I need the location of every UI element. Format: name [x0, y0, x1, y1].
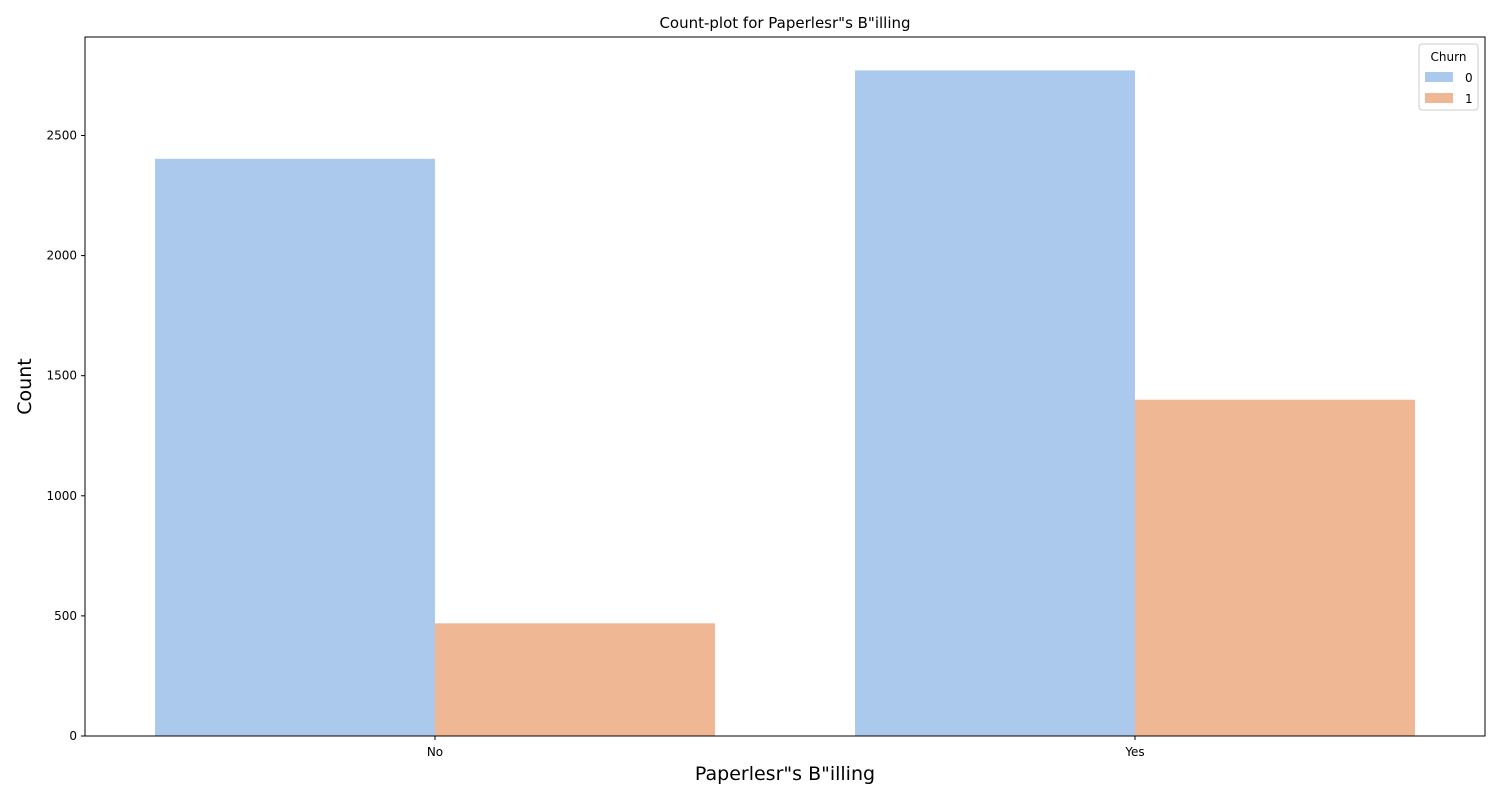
bar-no-churn-0 — [155, 158, 435, 736]
x-axis-ticks: No Yes — [427, 736, 1145, 759]
y-tick-label: 1000 — [46, 489, 77, 503]
bar-yes-churn-1 — [1135, 399, 1415, 736]
y-tick-label: 0 — [69, 729, 77, 743]
legend-swatch-1 — [1425, 93, 1453, 103]
y-tick-label: 2500 — [46, 128, 77, 142]
y-axis-ticks: 0 500 1000 1500 2000 2500 — [46, 128, 85, 743]
y-tick-label: 2000 — [46, 249, 77, 263]
y-tick-label: 1500 — [46, 369, 77, 383]
legend-label-0: 0 — [1465, 71, 1473, 85]
y-axis-title: Count — [14, 358, 36, 414]
bar-no-churn-1 — [435, 623, 715, 736]
legend: Churn 0 1 — [1418, 43, 1479, 111]
bar-yes-churn-0 — [855, 70, 1135, 736]
x-axis-title: Paperlesr"s B"illing — [695, 763, 875, 785]
legend-title: Churn — [1431, 50, 1467, 64]
bars-group — [155, 70, 1415, 736]
x-tick-label-yes: Yes — [1124, 745, 1144, 759]
plot-frame — [84, 36, 1486, 737]
legend-swatch-0 — [1425, 72, 1453, 82]
chart-title: Count-plot for Paperlesr"s B"illing — [659, 14, 910, 32]
x-tick-label-no: No — [427, 745, 443, 759]
legend-label-1: 1 — [1465, 92, 1473, 106]
y-tick-label: 500 — [54, 609, 77, 623]
